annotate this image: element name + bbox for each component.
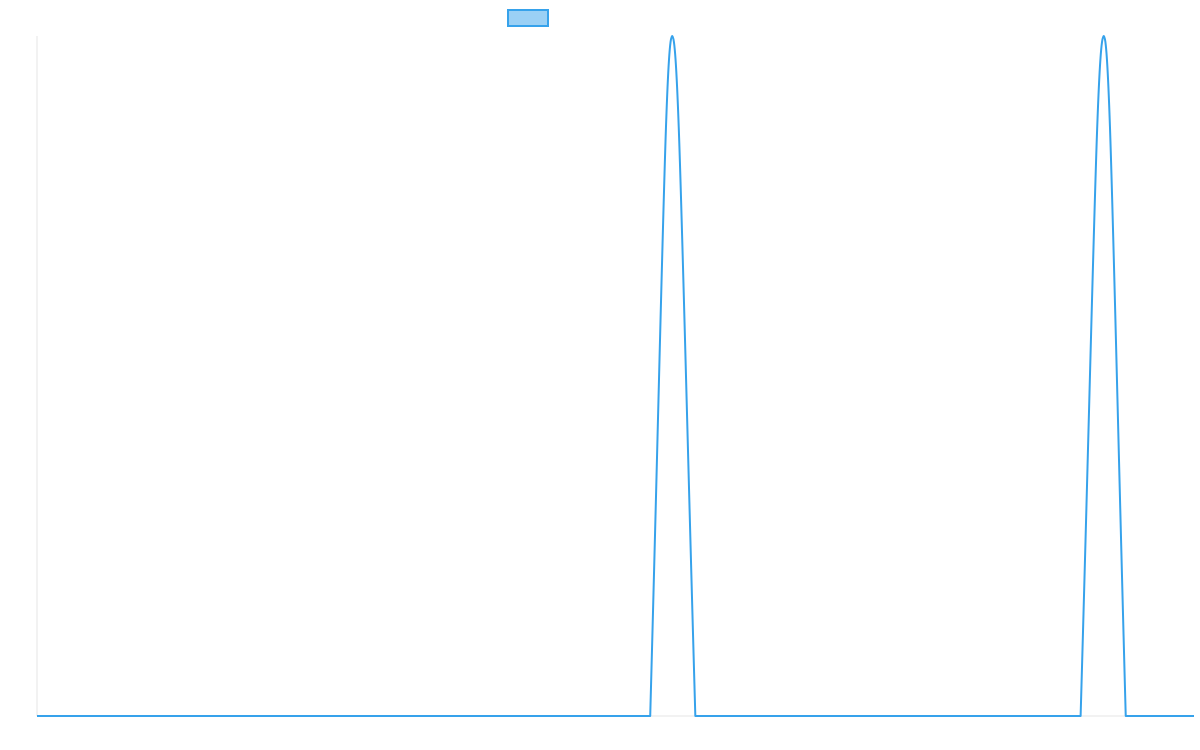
data-point[interactable] xyxy=(1191,713,1197,719)
data-point[interactable] xyxy=(669,33,675,39)
legend xyxy=(507,9,549,27)
data-point[interactable] xyxy=(1078,713,1084,719)
series-line-0[interactable] xyxy=(37,35,1194,717)
axes xyxy=(36,36,1194,717)
legend-swatch[interactable] xyxy=(507,9,549,27)
data-point[interactable] xyxy=(647,713,653,719)
series-layer xyxy=(34,33,1197,719)
data-point[interactable] xyxy=(692,713,698,719)
data-point[interactable] xyxy=(1123,713,1129,719)
data-point[interactable] xyxy=(34,713,40,719)
data-point[interactable] xyxy=(1101,33,1107,39)
